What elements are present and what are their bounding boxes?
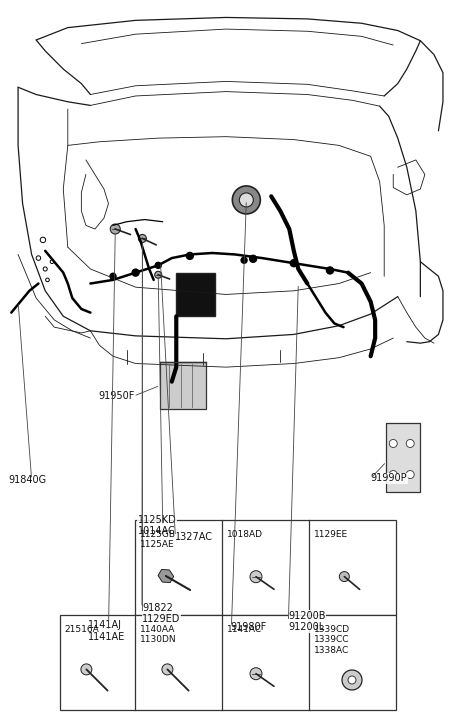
Text: 1129EE: 1129EE [313, 530, 347, 539]
Text: 1141AJ
1141AE: 1141AJ 1141AE [88, 620, 125, 642]
Bar [386, 422, 419, 491]
Text: 91950F: 91950F [98, 391, 134, 401]
Text: 1018AD: 1018AD [226, 530, 262, 539]
Bar [176, 273, 214, 316]
Polygon shape [158, 569, 173, 582]
Circle shape [81, 664, 92, 675]
Text: 91980F: 91980F [230, 622, 266, 632]
Circle shape [326, 267, 333, 274]
Circle shape [154, 271, 161, 278]
Circle shape [232, 186, 260, 214]
Bar [60, 615, 395, 710]
Circle shape [161, 664, 173, 675]
Circle shape [388, 470, 396, 478]
Circle shape [405, 470, 413, 478]
Text: 1125KD
1014AC: 1125KD 1014AC [138, 515, 176, 537]
Circle shape [347, 676, 355, 684]
Text: 91840G: 91840G [8, 475, 46, 485]
Circle shape [249, 255, 256, 262]
Circle shape [240, 257, 247, 263]
Text: 21516A: 21516A [64, 625, 98, 634]
Text: 1339CD
1339CC
1338AC: 1339CD 1339CC 1338AC [313, 625, 350, 655]
Circle shape [249, 571, 262, 583]
Circle shape [110, 224, 120, 234]
Bar [160, 361, 205, 409]
Circle shape [405, 439, 413, 448]
Text: 91200B
91200L: 91200B 91200L [288, 611, 325, 632]
Circle shape [239, 193, 253, 207]
Circle shape [339, 571, 349, 582]
Circle shape [132, 269, 139, 276]
Circle shape [290, 260, 297, 267]
Text: 91822: 91822 [142, 603, 173, 613]
Text: 1140AA
1130DN: 1140AA 1130DN [140, 625, 176, 644]
Text: 1125GB
1125AE: 1125GB 1125AE [140, 530, 175, 550]
Text: 1327AC: 1327AC [175, 531, 213, 542]
Circle shape [186, 252, 193, 260]
Circle shape [341, 670, 361, 690]
Text: 1141AC: 1141AC [226, 625, 262, 634]
Text: 91990P: 91990P [370, 473, 406, 483]
Circle shape [138, 234, 146, 243]
Circle shape [388, 439, 396, 448]
Circle shape [110, 273, 116, 279]
Circle shape [155, 262, 161, 268]
Bar [135, 520, 395, 615]
Circle shape [249, 667, 262, 680]
Text: 1129ED: 1129ED [142, 614, 180, 624]
